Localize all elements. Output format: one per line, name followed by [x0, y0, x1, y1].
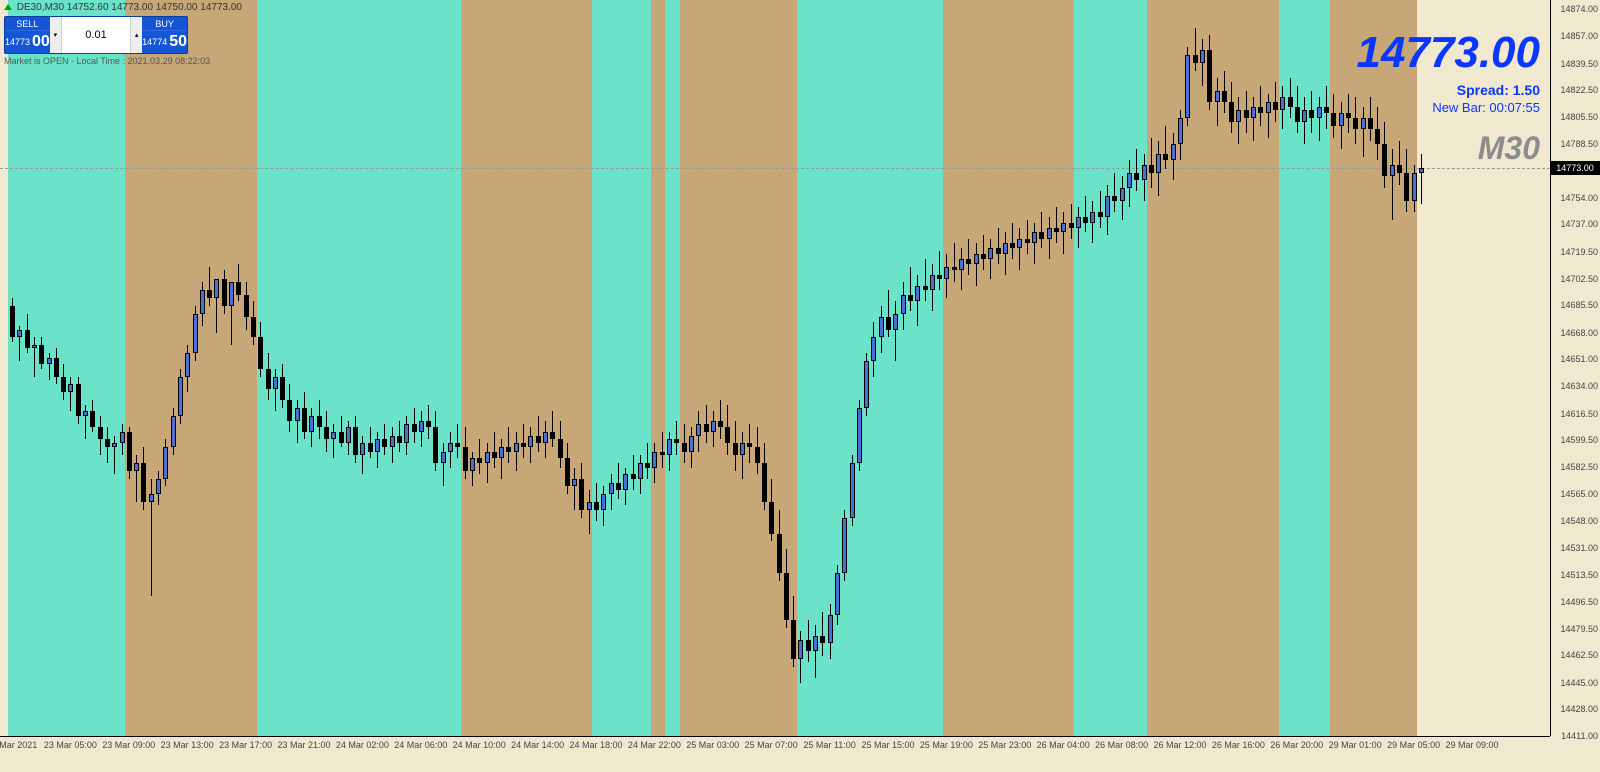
session-band: [680, 0, 797, 736]
sell-button[interactable]: SELL 1477300: [5, 17, 50, 53]
price-tick: 14531.00: [1560, 543, 1598, 553]
price-tick: 14565.00: [1560, 489, 1598, 499]
time-tick: 24 Mar 10:00: [453, 740, 506, 750]
buy-label: BUY: [142, 17, 187, 31]
price-tick: 14805.50: [1560, 112, 1598, 122]
newbar-overlay: New Bar: 00:07:55: [1432, 100, 1540, 115]
time-tick: 24 Mar 18:00: [569, 740, 622, 750]
price-tick: 14822.50: [1560, 85, 1598, 95]
session-band: [125, 0, 256, 736]
time-tick: 24 Mar 14:00: [511, 740, 564, 750]
session-band: [1074, 0, 1147, 736]
title-text: DE30,M30 14752.60 14773.00 14750.00 1477…: [17, 2, 242, 13]
timeframe-overlay: M30: [1478, 130, 1540, 167]
price-tick: 14411.00: [1561, 731, 1598, 741]
session-band: [797, 0, 943, 736]
price-tick: 14462.50: [1560, 650, 1598, 660]
price-tick: 14548.00: [1560, 516, 1598, 526]
time-tick: 26 Mar 12:00: [1153, 740, 1206, 750]
price-tick: 14634.00: [1560, 381, 1598, 391]
time-tick: 26 Mar 08:00: [1095, 740, 1148, 750]
time-tick: 25 Mar 07:00: [745, 740, 798, 750]
time-tick: 23 Mar 21:00: [277, 740, 330, 750]
time-tick: 24 Mar 06:00: [394, 740, 447, 750]
session-band: [461, 0, 592, 736]
time-tick: 26 Mar 04:00: [1037, 740, 1090, 750]
price-tick: 14582.50: [1560, 462, 1598, 472]
time-tick: 25 Mar 23:00: [978, 740, 1031, 750]
volume-control: ▾ 0.01 ▴: [50, 17, 142, 53]
price-tick: 14616.50: [1560, 409, 1598, 419]
price-tick: 14754.00: [1560, 193, 1598, 203]
time-tick: 24 Mar 22:00: [628, 740, 681, 750]
up-arrow-icon: [4, 4, 12, 10]
session-band: [592, 0, 650, 736]
time-tick: 23 Mar 17:00: [219, 740, 272, 750]
price-tick: 14668.00: [1560, 328, 1598, 338]
session-band: [651, 0, 666, 736]
volume-up-button[interactable]: ▴: [130, 17, 142, 53]
volume-input[interactable]: 0.01: [62, 29, 130, 41]
current-price-overlay: 14773.00: [1356, 28, 1540, 78]
price-line: [0, 168, 1550, 169]
session-band: [257, 0, 461, 736]
session-band: [665, 0, 680, 736]
time-tick: 25 Mar 03:00: [686, 740, 739, 750]
session-band: [1330, 0, 1418, 736]
buy-button[interactable]: BUY 1477450: [142, 17, 187, 53]
time-axis: 23 Mar 2021 23 Mar 05:00 23 Mar 09:00 23 Ma…: [0, 736, 1550, 772]
time-tick: 23 Mar 13:00: [161, 740, 214, 750]
price-axis: 14874.00 14857.00 14839.50 14822.50 14805.50…: [1550, 0, 1600, 736]
price-tick: 14496.50: [1560, 597, 1598, 607]
time-tick: 23 Mar 2021: [0, 740, 37, 750]
chart-title: DE30,M30 14752.60 14773.00 14750.00 1477…: [4, 2, 242, 13]
sell-price: 1477300: [5, 31, 50, 53]
price-tick: 14685.50: [1560, 300, 1598, 310]
price-tick: 14702.50: [1560, 274, 1598, 284]
session-band: [943, 0, 1074, 736]
price-tick: 14719.50: [1560, 247, 1598, 257]
market-status: Market is OPEN - Local Time : 2021.03.29…: [4, 56, 210, 66]
time-tick: 25 Mar 11:00: [803, 740, 855, 750]
session-band: [8, 0, 125, 736]
time-tick: 23 Mar 09:00: [102, 740, 155, 750]
time-tick: 26 Mar 16:00: [1212, 740, 1265, 750]
sell-label: SELL: [5, 17, 50, 31]
time-tick: 25 Mar 19:00: [920, 740, 973, 750]
price-tick: 14839.50: [1560, 59, 1598, 69]
time-tick: 29 Mar 05:00: [1387, 740, 1440, 750]
price-tick: 14874.00: [1560, 4, 1598, 14]
chart-window: 14874.00 14857.00 14839.50 14822.50 14805.50…: [0, 0, 1600, 772]
chart-plot[interactable]: [0, 0, 1550, 736]
price-tick: 14737.00: [1560, 219, 1598, 229]
price-tick: 14788.50: [1560, 139, 1598, 149]
one-click-trade-panel: SELL 1477300 ▾ 0.01 ▴ BUY 1477450: [4, 16, 188, 54]
time-tick: 25 Mar 15:00: [861, 740, 914, 750]
price-tick: 14857.00: [1560, 31, 1598, 41]
time-tick: 23 Mar 05:00: [44, 740, 97, 750]
time-tick: 26 Mar 20:00: [1270, 740, 1323, 750]
price-tick: 14479.50: [1560, 624, 1598, 634]
price-tick: 14428.00: [1560, 704, 1598, 714]
time-tick: 24 Mar 02:00: [336, 740, 389, 750]
price-tick: 14651.00: [1560, 354, 1598, 364]
time-tick: 29 Mar 01:00: [1329, 740, 1382, 750]
spread-overlay: Spread: 1.50: [1457, 82, 1540, 98]
volume-down-button[interactable]: ▾: [50, 17, 62, 53]
price-marker: 14773.00: [1550, 161, 1600, 175]
price-tick: 14513.50: [1560, 570, 1598, 580]
buy-price: 1477450: [142, 31, 187, 53]
price-tick: 14599.50: [1560, 435, 1598, 445]
time-tick: 29 Mar 09:00: [1445, 740, 1498, 750]
price-tick: 14445.00: [1560, 678, 1598, 688]
